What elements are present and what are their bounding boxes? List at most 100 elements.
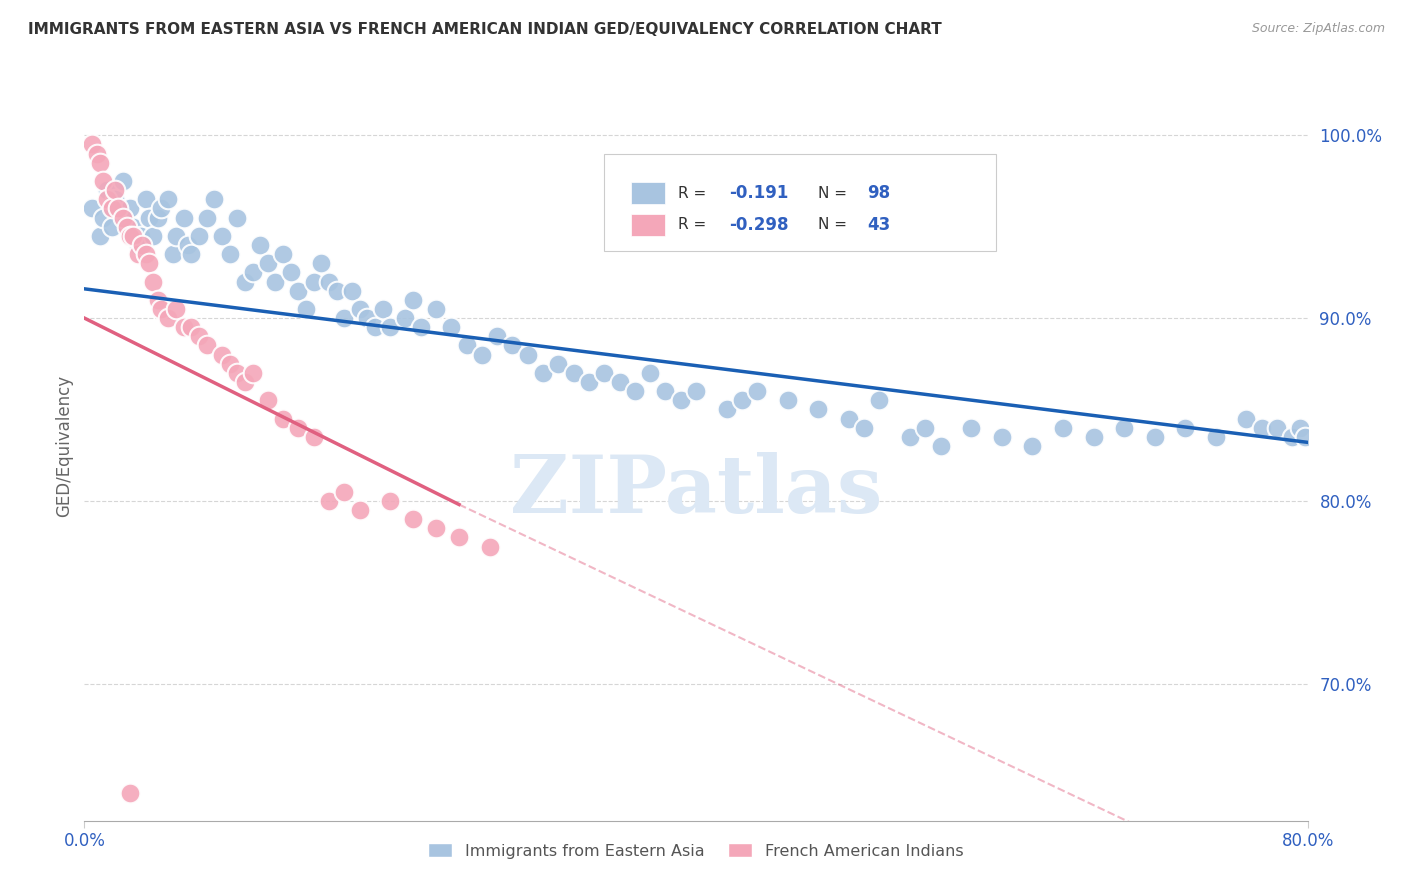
Point	[456, 338, 478, 352]
Point	[129, 228, 152, 243]
Point	[280, 265, 302, 279]
Text: R =: R =	[678, 186, 711, 201]
Point	[471, 348, 494, 362]
Point	[547, 357, 569, 371]
Point	[502, 338, 524, 352]
Point	[425, 301, 447, 316]
Point	[96, 183, 118, 197]
Point	[1250, 421, 1272, 435]
Point	[157, 192, 180, 206]
Point	[440, 320, 463, 334]
Point	[516, 348, 538, 362]
Point	[1205, 430, 1227, 444]
Point	[188, 329, 211, 343]
Point	[142, 228, 165, 243]
Point	[1265, 421, 1288, 435]
Point	[1143, 430, 1166, 444]
Point	[162, 247, 184, 261]
Point	[853, 421, 876, 435]
Point	[271, 411, 294, 425]
FancyBboxPatch shape	[631, 182, 665, 204]
Point	[146, 293, 169, 307]
Text: ZIPatlas: ZIPatlas	[510, 452, 882, 530]
Point	[107, 202, 129, 216]
Point	[287, 284, 309, 298]
Point	[120, 228, 142, 243]
Point	[96, 192, 118, 206]
Point	[340, 284, 363, 298]
Point	[1294, 430, 1316, 444]
Point	[929, 439, 952, 453]
Y-axis label: GED/Equivalency: GED/Equivalency	[55, 375, 73, 517]
Point	[177, 238, 200, 252]
Point	[180, 320, 202, 334]
Point	[654, 384, 676, 399]
Point	[349, 503, 371, 517]
Point	[478, 540, 501, 554]
Point	[685, 384, 707, 399]
Point	[120, 202, 142, 216]
Point	[562, 366, 585, 380]
Point	[914, 421, 936, 435]
Point	[638, 366, 661, 380]
Text: N =: N =	[818, 218, 852, 233]
Point	[80, 202, 103, 216]
Point	[135, 247, 157, 261]
Point	[122, 228, 145, 243]
Point	[142, 275, 165, 289]
Point	[264, 275, 287, 289]
Point	[218, 247, 240, 261]
Point	[188, 228, 211, 243]
Text: Source: ZipAtlas.com: Source: ZipAtlas.com	[1251, 22, 1385, 36]
Point	[624, 384, 647, 399]
Point	[1236, 411, 1258, 425]
Point	[318, 275, 340, 289]
Point	[349, 301, 371, 316]
Point	[356, 311, 378, 326]
Point	[447, 530, 470, 544]
Legend: Immigrants from Eastern Asia, French American Indians: Immigrants from Eastern Asia, French Ame…	[422, 837, 970, 865]
Point	[960, 421, 983, 435]
Point	[195, 211, 218, 225]
Point	[91, 211, 114, 225]
Point	[218, 357, 240, 371]
Point	[149, 202, 172, 216]
Point	[1289, 421, 1312, 435]
Point	[104, 183, 127, 197]
Point	[149, 301, 172, 316]
Point	[380, 493, 402, 508]
Point	[89, 228, 111, 243]
Point	[311, 256, 333, 270]
Point	[318, 493, 340, 508]
Text: 98: 98	[868, 184, 890, 202]
Point	[409, 320, 432, 334]
Point	[111, 174, 134, 188]
Point	[302, 275, 325, 289]
Point	[402, 293, 425, 307]
Point	[122, 219, 145, 234]
Point	[242, 265, 264, 279]
Point	[333, 484, 356, 499]
Point	[226, 211, 249, 225]
Point	[131, 238, 153, 252]
Point	[991, 430, 1014, 444]
Point	[807, 402, 830, 417]
Point	[114, 211, 136, 225]
Point	[325, 284, 347, 298]
Point	[425, 521, 447, 535]
Text: IMMIGRANTS FROM EASTERN ASIA VS FRENCH AMERICAN INDIAN GED/EQUIVALENCY CORRELATI: IMMIGRANTS FROM EASTERN ASIA VS FRENCH A…	[28, 22, 942, 37]
Point	[127, 247, 149, 261]
Point	[202, 192, 225, 206]
Point	[242, 366, 264, 380]
Point	[1052, 421, 1074, 435]
Text: N =: N =	[818, 186, 852, 201]
Point	[609, 375, 631, 389]
Text: 43: 43	[868, 216, 890, 234]
Point	[226, 366, 249, 380]
Point	[1083, 430, 1105, 444]
Point	[380, 320, 402, 334]
Point	[80, 137, 103, 152]
Point	[257, 393, 280, 408]
Point	[86, 146, 108, 161]
Point	[364, 320, 387, 334]
